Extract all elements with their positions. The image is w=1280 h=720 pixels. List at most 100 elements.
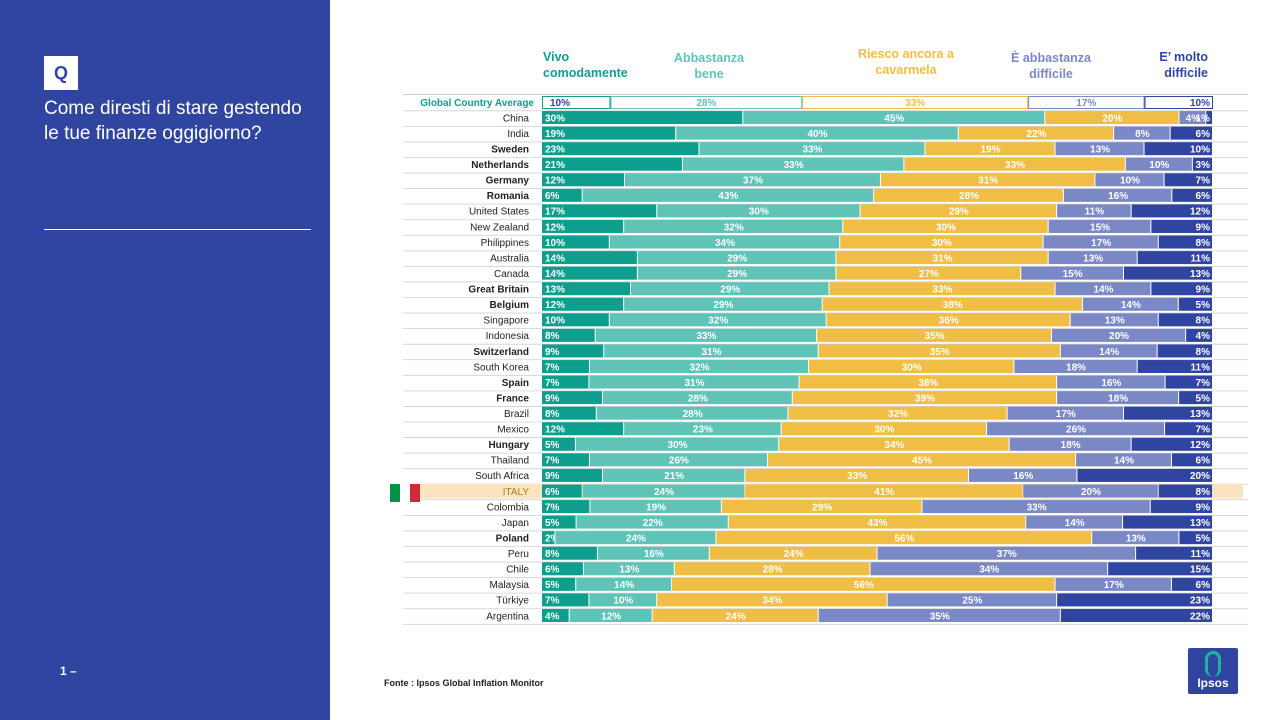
bar-china-5 — [1206, 111, 1212, 125]
bar-chile-1 — [542, 562, 583, 576]
value-t-rkiye-3: 34% — [762, 596, 782, 607]
value-romania-2: 43% — [718, 191, 738, 202]
value-singapore-2: 32% — [708, 316, 728, 327]
bar-australia-1 — [542, 251, 637, 265]
value-belgium-1: 12% — [545, 300, 565, 311]
bar-south-africa-4 — [969, 468, 1077, 482]
bar-poland-4 — [1092, 531, 1179, 545]
bar-india-4 — [1114, 126, 1170, 140]
value-colombia-1: 7% — [545, 502, 560, 513]
row-label-spain: Spain — [502, 378, 529, 389]
bar-singapore-4 — [1070, 313, 1158, 327]
value-brazil-1: 8% — [545, 409, 560, 420]
row-label-chile: Chile — [506, 565, 529, 576]
bar-italy-2 — [582, 484, 745, 498]
value-great-britain-4: 14% — [1093, 285, 1113, 296]
bar-argentina-2 — [569, 608, 652, 622]
value-indonesia-4: 20% — [1109, 331, 1129, 342]
value-south-africa-2: 21% — [664, 471, 684, 482]
bar-south-korea-4 — [1014, 360, 1137, 374]
value-united-states-2: 30% — [749, 207, 769, 218]
value-malaysia-2: 14% — [614, 580, 634, 591]
left-panel: Q Come diresti di stare gestendo le tue … — [0, 0, 330, 720]
value-italy-3: 41% — [874, 487, 894, 498]
value-sweden-1: 23% — [545, 144, 565, 155]
value-netherlands-2: 33% — [784, 160, 804, 171]
row-label-netherlands: Netherlands — [471, 160, 529, 171]
value-malaysia-3: 56% — [854, 580, 874, 591]
bar-netherlands-1 — [542, 157, 682, 171]
value-brazil-3: 32% — [888, 409, 908, 420]
value-india-4: 8% — [1135, 129, 1150, 140]
value-peru-2: 16% — [644, 549, 664, 560]
bar-japan-3 — [728, 515, 1026, 529]
value-poland-3: 56% — [894, 533, 914, 544]
bar-china-3 — [1045, 111, 1179, 125]
global-value-1: 10% — [550, 98, 570, 109]
value-thailand-4: 14% — [1114, 456, 1134, 467]
bar-argentina-5 — [1060, 608, 1212, 622]
bar-australia-5 — [1137, 251, 1212, 265]
value-philippines-3: 30% — [932, 238, 952, 249]
bar-japan-2 — [576, 515, 728, 529]
value-india-2: 40% — [807, 129, 827, 140]
value-philippines-4: 17% — [1091, 238, 1111, 249]
bar-italy-1 — [542, 484, 582, 498]
value-sweden-2: 33% — [802, 144, 822, 155]
bar-poland-2 — [555, 531, 716, 545]
value-spain-5: 7% — [1196, 378, 1211, 389]
value-indonesia-5: 4% — [1196, 331, 1211, 342]
bar-spain-3 — [799, 375, 1057, 389]
legend-label-1: Vivo comodamente — [543, 50, 628, 80]
bar-south-korea-5 — [1137, 360, 1212, 374]
value-brazil-5: 13% — [1190, 409, 1210, 420]
value-brazil-2: 28% — [683, 409, 703, 420]
bar-argentina-1 — [542, 608, 569, 622]
bar-south-africa-5 — [1077, 468, 1212, 482]
q-badge: Q — [44, 56, 78, 90]
value-hungary-1: 5% — [545, 440, 560, 451]
value-germany-5: 7% — [1196, 176, 1211, 187]
bar-canada-5 — [1123, 266, 1212, 280]
bar-indonesia-4 — [1051, 328, 1186, 342]
value-italy-4: 20% — [1081, 487, 1101, 498]
bar-italy-4 — [1023, 484, 1158, 498]
bar-france-5 — [1179, 391, 1212, 405]
bar-canada-1 — [542, 266, 637, 280]
bar-new-zealand-5 — [1151, 219, 1212, 233]
bar-chile-2 — [583, 562, 674, 576]
value-switzerland-5: 8% — [1196, 347, 1211, 358]
row-label-global: Global Country Average — [420, 98, 534, 109]
global-value-3: 33% — [905, 98, 925, 109]
row-label-t-rkiye: Türkiye — [496, 596, 529, 607]
bar-peru-5 — [1136, 546, 1212, 560]
value-great-britain-3: 33% — [933, 285, 953, 296]
bar-united-states-4 — [1057, 204, 1131, 218]
bar-australia-4 — [1048, 251, 1137, 265]
value-switzerland-1: 9% — [545, 347, 560, 358]
bar-new-zealand-1 — [542, 219, 624, 233]
value-colombia-3: 29% — [812, 502, 832, 513]
bar-netherlands-2 — [682, 157, 904, 171]
legend-abbastanza-bene: Abbastanza bene — [668, 50, 750, 82]
bar-thailand-5 — [1171, 453, 1212, 467]
bar-brazil-5 — [1123, 406, 1212, 420]
row-label-mexico: Mexico — [497, 425, 529, 436]
bar-france-1 — [542, 391, 602, 405]
bar-brazil-3 — [788, 406, 1007, 420]
value-mexico-4: 26% — [1066, 425, 1086, 436]
value-switzerland-4: 14% — [1099, 347, 1119, 358]
bar-brazil-2 — [596, 406, 788, 420]
bar-romania-2 — [582, 188, 874, 202]
bar-sweden-2 — [699, 142, 925, 156]
bar-south-korea-2 — [589, 360, 809, 374]
bar-switzerland-3 — [818, 344, 1060, 358]
row-label-south-korea: South Korea — [473, 362, 529, 373]
value-argentina-5: 22% — [1190, 611, 1210, 622]
bar-mexico-4 — [987, 422, 1165, 436]
value-argentina-4: 35% — [930, 611, 950, 622]
bar-south-africa-1 — [542, 468, 602, 482]
value-argentina-1: 4% — [545, 611, 560, 622]
row-label-great-britain: Great Britain — [468, 285, 529, 296]
bar-thailand-4 — [1076, 453, 1171, 467]
